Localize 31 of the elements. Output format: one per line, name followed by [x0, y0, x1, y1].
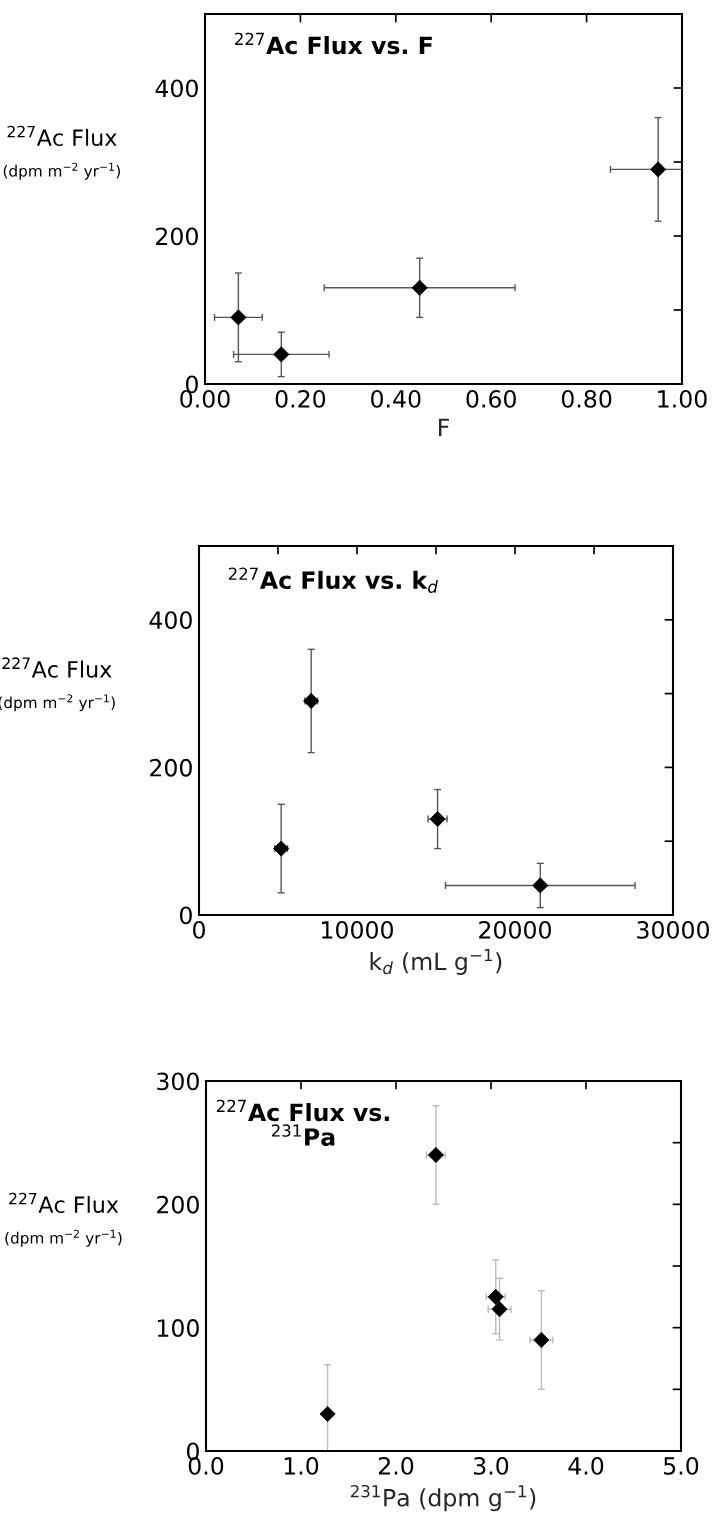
y-tick-label: 200 [157, 1195, 199, 1214]
x-tick-label: 2.0 [378, 1456, 414, 1475]
y-tick-label: 100 [157, 1319, 199, 1337]
y-axis-title: $^{227}$Ac Flux (dpm m$^{−2}$ yr$^{−1}$) [5, 1192, 122, 1247]
x-tick-label: 30000 [637, 920, 709, 939]
x-tick-label: 0.40 [371, 389, 421, 408]
x-tick-label: 1.0 [284, 1456, 319, 1475]
x-tick-label: 0.20 [275, 389, 326, 408]
point [273, 840, 290, 857]
x-tick-label: 0.60 [466, 389, 516, 408]
x-axis-title: k$_{d}$ (mL g$^{−1}$) [370, 948, 502, 975]
y-tick-label: 200 [156, 227, 198, 246]
y-tick-label: 200 [150, 758, 192, 777]
x-axis-title: $^{231}$Pa (dpm g$^{−1}$) [350, 1484, 536, 1512]
x-tick-label: 5.0 [664, 1456, 699, 1475]
x-axis-title: F [439, 418, 449, 436]
y-tick-label: 300 [157, 1072, 199, 1091]
x-tick-label: 1.00 [658, 389, 707, 408]
text: $^{227}$Ac Flux vs. $^{231}$Pa [216, 1099, 389, 1146]
y-tick-label: 0 [179, 906, 192, 925]
x-tick-label: 20000 [479, 920, 551, 939]
y-tick-label: 400 [149, 611, 192, 630]
text: $^{227}$Ac Flux vs. k$_{d}$ [228, 567, 438, 593]
x-tick-label: 3.0 [474, 1456, 509, 1475]
x-tick-label: 0.80 [561, 389, 612, 408]
y-axis-title: $^{227}$Ac Flux (dpm m$^{−2}$ yr$^{−1}$) [3, 125, 120, 180]
x-tick-label: 4.0 [568, 1456, 604, 1475]
text: $^{227}$Ac Flux vs. F [235, 32, 432, 55]
y-tick-label: 400 [155, 79, 198, 98]
x-tick-label: 10000 [322, 920, 393, 939]
point [429, 811, 446, 828]
